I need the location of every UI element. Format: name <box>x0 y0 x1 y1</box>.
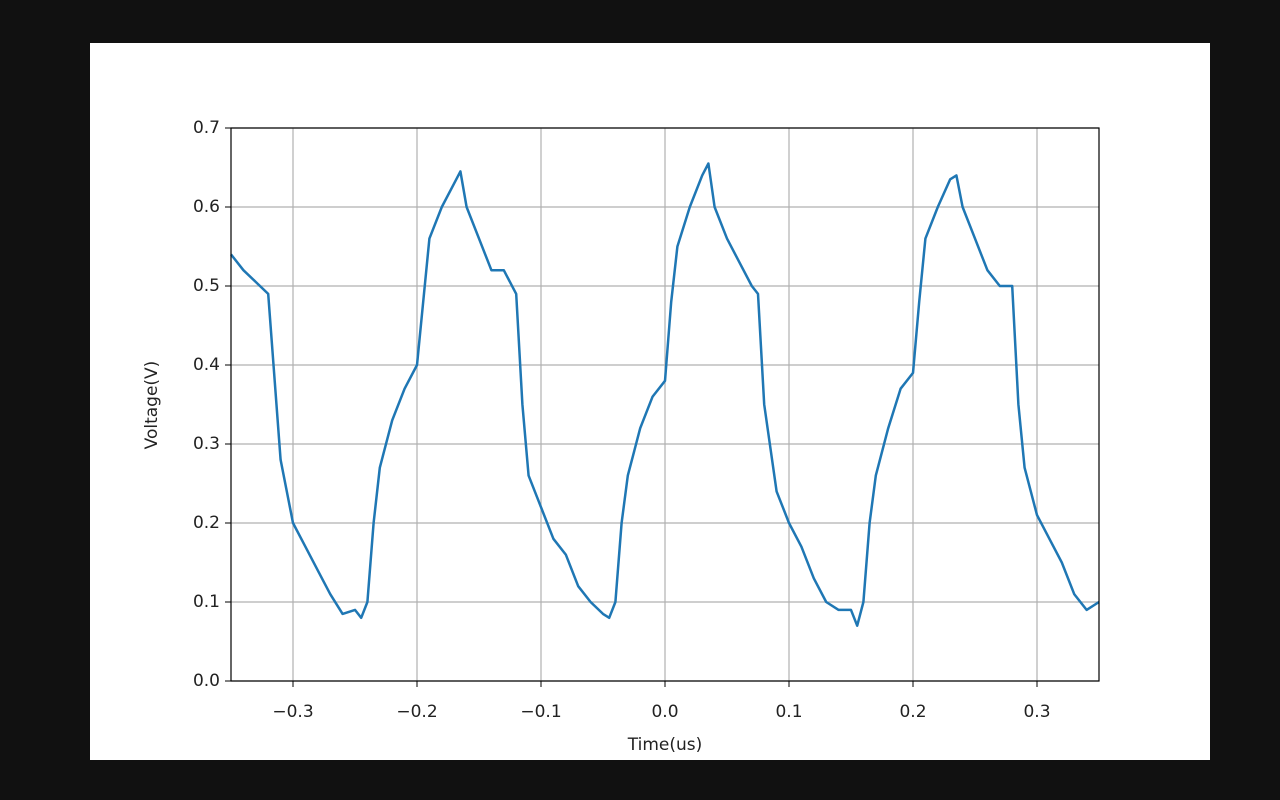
y-tick-label: 0.3 <box>193 434 220 454</box>
y-tick-label: 0.5 <box>193 276 220 296</box>
x-tick-label: 0.0 <box>651 702 678 722</box>
y-tick-label: 0.0 <box>193 671 220 691</box>
x-tick-label: 0.2 <box>899 702 926 722</box>
x-axis-label: Time(us) <box>627 735 703 755</box>
y-tick-label: 0.7 <box>193 118 220 138</box>
y-tick-label: 0.2 <box>193 513 220 533</box>
x-tick-label: 0.1 <box>775 702 802 722</box>
x-tick-label: −0.3 <box>272 702 313 722</box>
y-axis-label: Voltage(V) <box>142 361 162 450</box>
plot-frame <box>230 127 1100 682</box>
x-tick-label: −0.1 <box>520 702 561 722</box>
data-line <box>230 162 1100 627</box>
y-tick-label: 0.6 <box>193 197 220 217</box>
y-tick-label: 0.1 <box>193 592 220 612</box>
x-tick-label: 0.3 <box>1023 702 1050 722</box>
y-tick-label: 0.4 <box>193 355 220 375</box>
x-tick-label: −0.2 <box>396 702 437 722</box>
